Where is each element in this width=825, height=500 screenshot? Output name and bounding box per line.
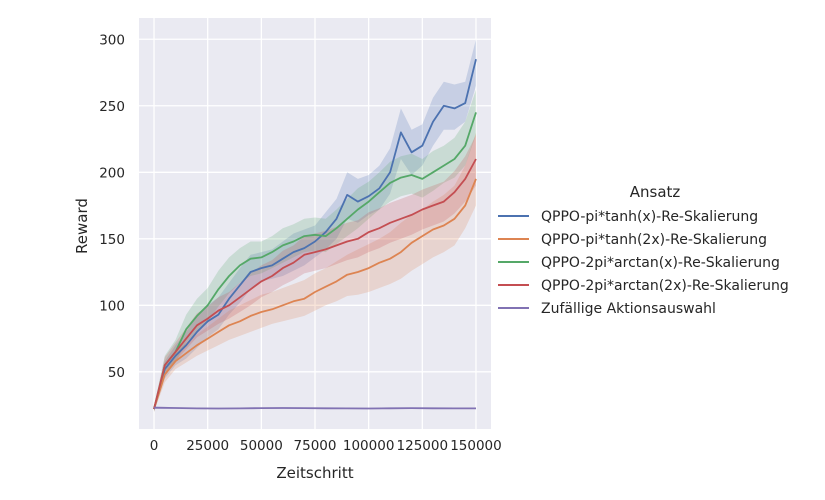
x-tick-labels: 0 25000 50000 75000 100000 125000 150000 [150,438,502,454]
y-tick-label: 250 [99,99,125,115]
confidence-band-1 [154,39,476,412]
x-tick-label: 50000 [240,438,283,454]
legend-label-4: QPPO-2pi*arctan(2x)-Re-Skalierung [541,278,789,294]
x-tick-label: 125000 [397,438,449,454]
legend-label-1: QPPO-pi*tanh(x)-Re-Skalierung [541,209,758,225]
confidence-band-3 [154,89,476,412]
y-tick-label: 150 [99,232,125,248]
x-tick-label: 100000 [343,438,395,454]
y-tick-label: 200 [99,165,125,181]
series-line-3 [153,112,477,410]
legend-label-2: QPPO-pi*tanh(2x)-Re-Skalierung [541,232,767,248]
y-tick-label: 100 [99,298,125,314]
y-tick-label: 50 [108,365,125,381]
y-tick-label: 300 [99,32,125,48]
x-tick-label: 150000 [450,438,502,454]
legend: Ansatz QPPO-pi*tanh(x)-Re-Skalierung QPPO… [498,183,789,317]
y-tick-labels: 50 100 150 200 250 300 [99,32,125,381]
x-tick-label: 25000 [186,438,229,454]
x-tick-label: 75000 [294,438,337,454]
legend-label-5: Zufällige Aktionsauswahl [541,301,716,317]
series-line-2 [153,178,477,410]
series-line-1 [153,58,477,410]
series-line-4 [153,158,477,410]
legend-label-3: QPPO-2pi*arctan(x)-Re-Skalierung [541,255,780,271]
legend-title: Ansatz [630,183,681,201]
x-tick-label: 0 [150,438,159,454]
series-lines [153,58,477,410]
confidence-band-4 [154,135,476,412]
y-axis-label: Reward [73,198,91,254]
series-line-5 [153,406,476,410]
x-axis-label: Zeitschritt [276,464,353,482]
